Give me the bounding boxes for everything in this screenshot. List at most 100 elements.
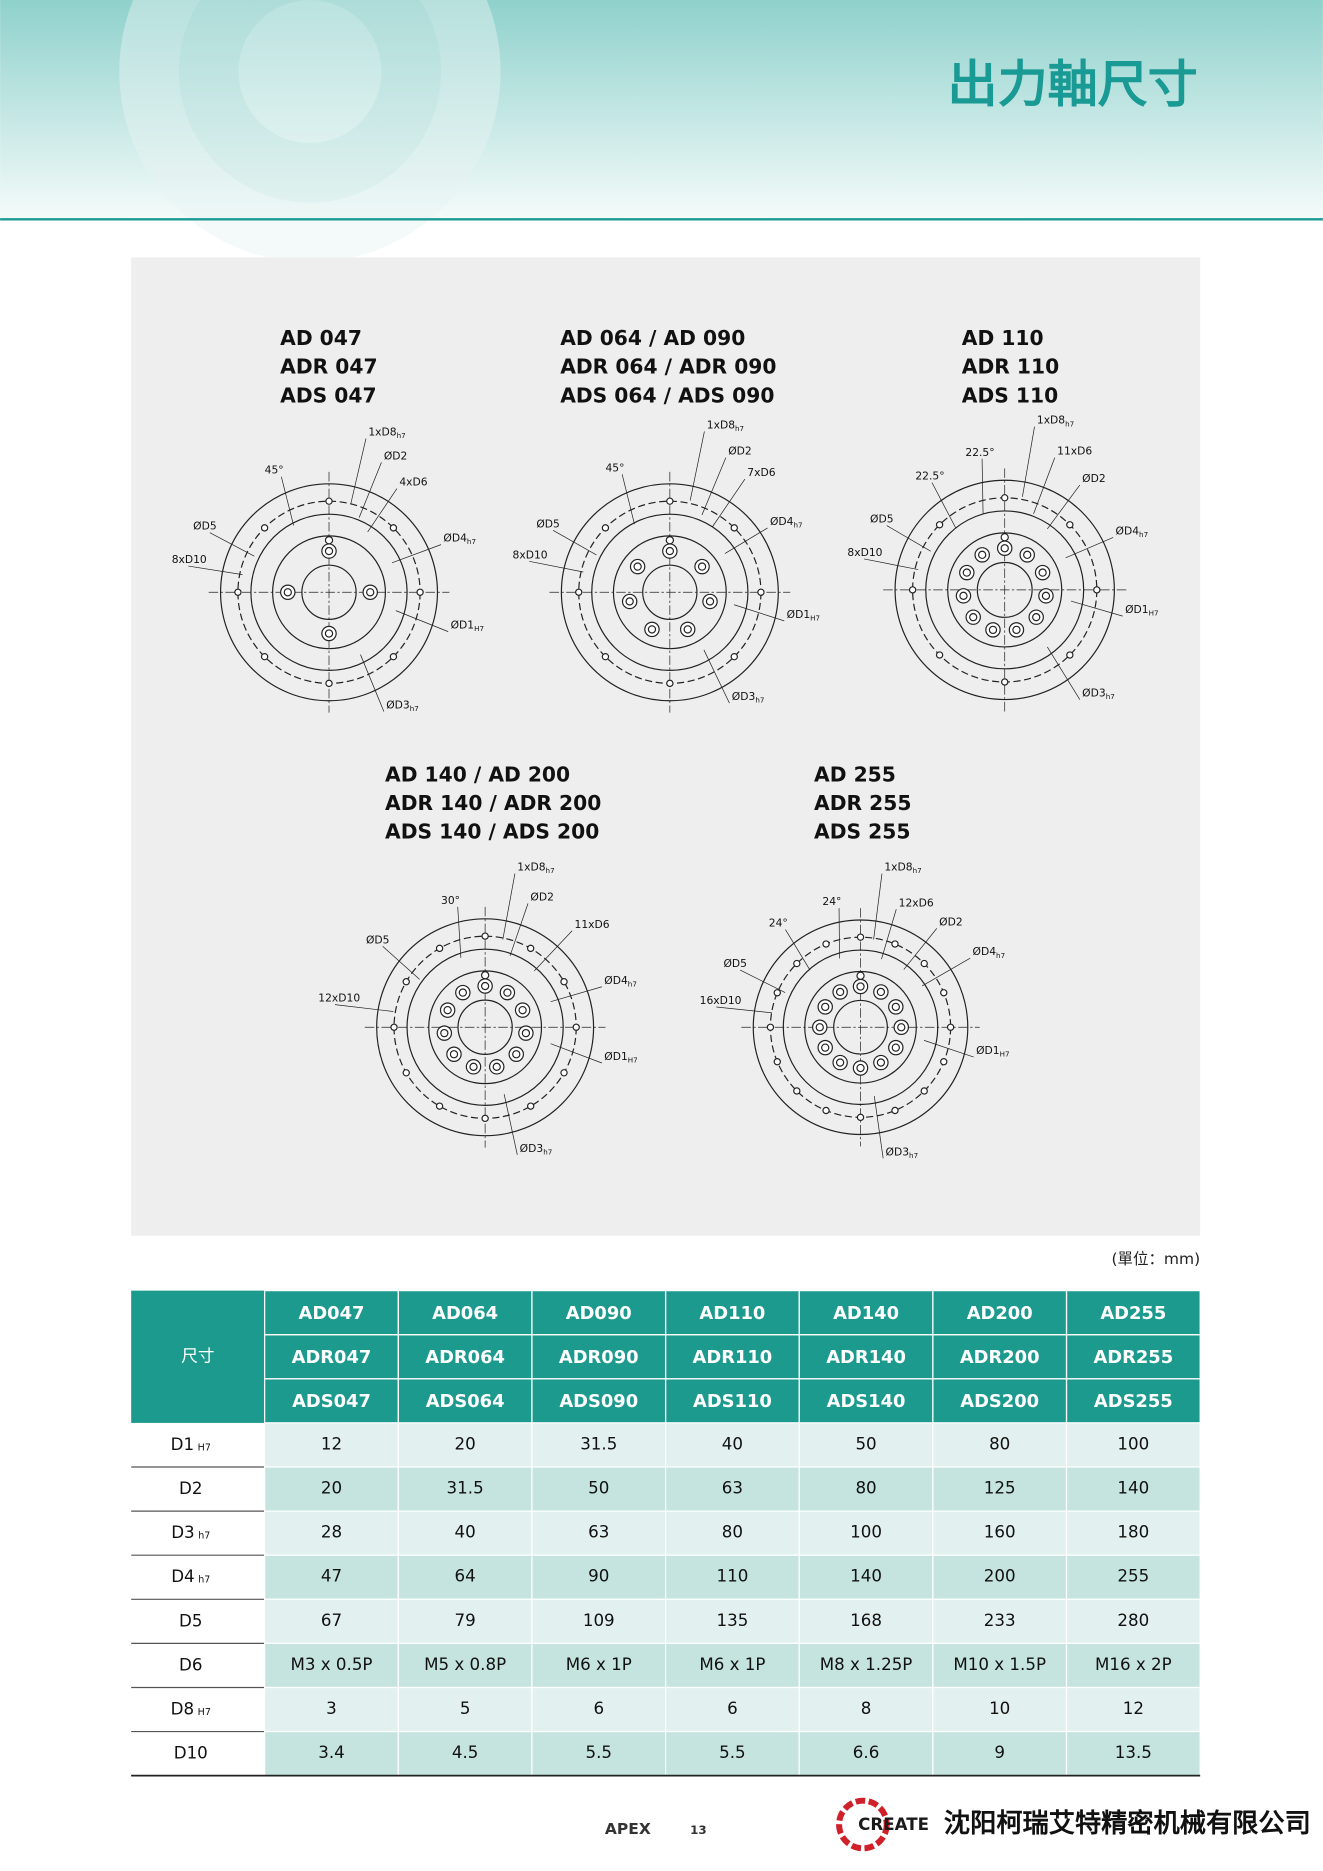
dimension-text: 8xD10 [172,553,207,566]
inner-hole [694,558,710,575]
value-cell [397,1730,533,1777]
outer-hole [390,1023,398,1031]
dimension-label: 1xD8h7 [517,861,554,876]
outer-hole [946,1023,955,1031]
inner-hole-core [962,568,971,577]
logo-ring [836,1797,890,1852]
outer-hole [666,497,674,505]
pilot-circle [947,532,1063,648]
row-label: D3 h7 [171,1523,210,1542]
outer-hole [572,1023,580,1031]
company-name: 沈阳柯瑞艾特精密机械有限公司 [944,1808,1311,1839]
value-cell-text: 12 [321,1434,342,1453]
value-cell [932,1686,1068,1733]
dimension-text: 8xD10 [513,548,548,561]
value-cell-text: 67 [321,1611,342,1630]
inner-hole [508,1046,525,1062]
dimension-text: 16xD10 [700,994,742,1007]
leader-line [733,604,785,622]
dimension-subscript: h7 [543,1147,552,1156]
drawing: AD 064 / AD 090 ADR 064 / ADR 090 ADS 064 … [513,326,820,713]
outer-hole [389,524,398,532]
inner-hole [873,1054,889,1071]
dimension-label: 1xD8h7 [884,861,921,876]
value-cell-text: 90 [588,1567,609,1586]
dimension-text: 22.5° [915,470,944,483]
inner-hole [488,1059,505,1075]
inner-hole-core [469,1062,478,1071]
outer-hole [666,679,674,688]
leader-line [502,873,516,940]
dimension-subscript: h7 [793,521,802,530]
header-cell-text: ADR047 [292,1347,372,1368]
value-cell [932,1554,1068,1600]
dimension-label: 7xD6 [747,466,775,479]
value-cell [798,1466,934,1512]
page-title: 出力軸尺寸 [948,56,1198,114]
row-label-subscript: H7 [198,1706,211,1717]
dimension-label: ØD2 [1082,472,1106,485]
dimension-subscript: H7 [810,614,820,623]
value-cell [1065,1422,1201,1468]
leader-line [903,928,938,970]
value-cell-text: 63 [722,1479,743,1498]
inner-hole-core [891,1043,900,1052]
inner-hole [873,984,889,1000]
dimension-text: 7xD6 [747,466,775,479]
value-cell-text: 63 [588,1523,609,1542]
value-cell-text: 100 [850,1523,882,1542]
dimension-text: 22.5° [965,446,994,459]
outer-hole [920,1087,928,1095]
dimension-label: 22.5° [915,470,944,483]
dimension-text: ØD1 [976,1044,1000,1057]
header-cell-text: AD200 [967,1303,1033,1324]
value-cell [1065,1642,1201,1689]
inner-hole-core [697,562,707,571]
outer-hole [1001,678,1009,686]
value-cell [397,1686,533,1733]
value-cell-text: 135 [716,1611,748,1630]
outer-hole [560,1069,568,1077]
model-label: ADR 110 [962,355,1059,379]
value-cell [664,1642,800,1689]
dimension-text: ØD2 [1082,472,1106,485]
leader-line [1070,600,1123,617]
leader-line [188,565,243,575]
outer-hole [601,653,610,661]
leader-line [382,945,420,980]
value-cell [264,1642,399,1689]
leader-line [395,610,449,632]
dimension-label: ØD3h7 [520,1142,553,1157]
value-cell [531,1642,667,1689]
bore-circle [976,561,1033,618]
dimension-text: 12xD6 [899,896,934,909]
dimension-label: ØD4h7 [973,945,1006,960]
row-label-text: D10 [174,1743,208,1762]
dimension-label: ØD5 [193,520,217,533]
leader-line [391,544,442,564]
outer-hole [940,989,948,997]
model-label: ADS 140 / ADS 200 [385,820,599,844]
value-cell-text: M16 x 2P [1095,1655,1172,1674]
value-cell-text: M3 x 0.5P [290,1655,372,1674]
value-cell [531,1510,667,1556]
value-cell-text: 140 [1117,1479,1149,1498]
inner-hole [436,1025,453,1041]
dimension-label: 16xD10 [700,994,742,1007]
dimension-text: 45° [605,461,624,474]
pin-hole [665,536,675,545]
value-cell-text: 140 [850,1567,882,1586]
header-cell-text: ADS255 [1094,1391,1173,1412]
value-cell-text: M6 x 1P [699,1655,765,1674]
outer-hole [481,1114,489,1123]
value-cell [531,1422,667,1468]
value-cell-text: 47 [321,1567,342,1586]
value-cell-text: M5 x 0.8P [424,1655,506,1674]
dimension-label: 12xD6 [899,896,934,909]
value-cell-text: 10 [989,1699,1010,1718]
inner-hole-core [891,1002,900,1012]
dimension-label: ØD2 [728,445,752,458]
value-cell-text: 13.5 [1115,1743,1152,1762]
value-cell [932,1642,1068,1689]
